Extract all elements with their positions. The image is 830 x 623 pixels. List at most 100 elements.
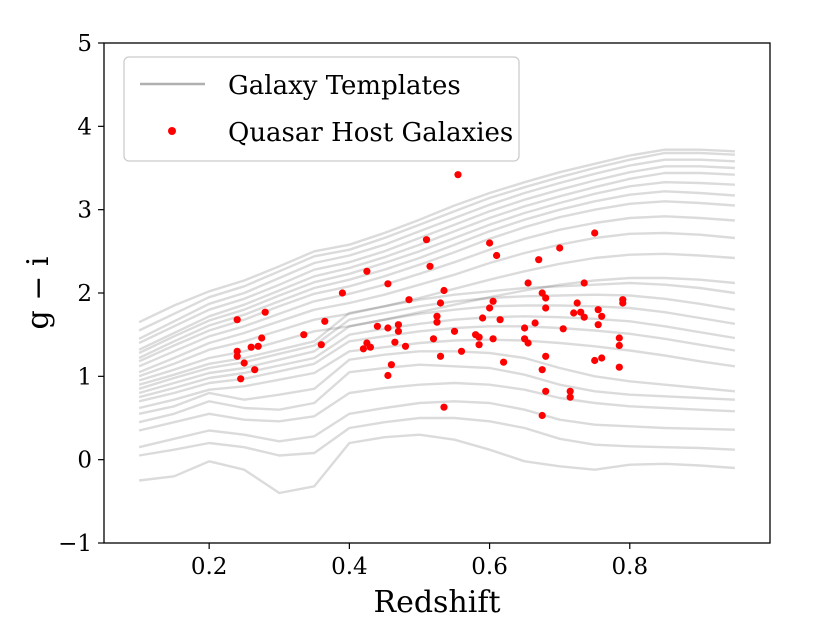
quasar-point-39	[454, 171, 462, 179]
quasar-point-36	[436, 352, 445, 360]
y-tick-label-7: 5	[77, 31, 92, 57]
quasar-point-70	[573, 299, 581, 307]
x-axis-label: Redshift	[373, 585, 500, 620]
y-tick-label-3: 1	[77, 364, 92, 390]
template-line-21	[138, 381, 735, 432]
quasar-point-72	[580, 313, 588, 321]
quasar-point-6	[247, 343, 255, 351]
legend-label-quasars: Quasar Host Galaxies	[228, 118, 513, 148]
quasar-point-44	[479, 314, 487, 322]
quasar-point-28	[405, 296, 413, 304]
quasar-point-63	[542, 387, 550, 395]
quasar-point-34	[440, 286, 448, 295]
quasar-point-76	[594, 321, 602, 329]
quasar-point-7	[251, 366, 259, 374]
template-line-10	[138, 231, 736, 374]
quasar-point-24	[391, 338, 399, 346]
template-line-24	[138, 433, 735, 495]
template-line-9	[138, 215, 735, 368]
quasar-point-45	[486, 239, 494, 247]
quasar-point-56	[531, 319, 539, 327]
quasar-point-14	[338, 289, 346, 297]
template-line-6	[138, 180, 735, 355]
legend-marker	[168, 127, 176, 135]
quasar-point-46	[486, 304, 494, 312]
quasar-point-16	[363, 267, 371, 275]
quasar-point-55	[524, 339, 532, 347]
quasar-point-61	[542, 304, 550, 312]
quasar-point-9	[258, 334, 266, 342]
quasar-point-33	[436, 299, 445, 307]
template-line-3	[138, 158, 735, 340]
quasar-point-13	[321, 317, 329, 325]
quasar-point-2	[233, 347, 241, 355]
template-line-15	[138, 304, 736, 395]
quasar-point-75	[594, 306, 602, 314]
quasar-point-77	[598, 312, 606, 320]
quasar-point-66	[559, 325, 567, 333]
quasar-point-26	[394, 327, 402, 335]
quasar-host-points	[233, 171, 627, 420]
template-line-5	[138, 171, 735, 351]
quasar-point-50	[496, 316, 504, 324]
quasar-point-22	[387, 361, 395, 369]
quasar-point-80	[615, 341, 623, 350]
y-axis-label: g − i	[21, 256, 56, 329]
template-line-2	[138, 151, 735, 332]
quasar-point-37	[440, 403, 448, 411]
legend: Galaxy Templates Quasar Host Galaxies	[123, 56, 520, 162]
quasar-point-31	[429, 335, 438, 343]
quasar-point-5	[240, 359, 248, 367]
quasar-point-73	[580, 279, 588, 287]
quasar-point-68	[566, 393, 574, 401]
quasar-point-11	[300, 331, 308, 339]
quasar-point-67	[566, 387, 574, 395]
x-tick-label-3: 0.6	[471, 554, 508, 580]
quasar-point-29	[422, 236, 431, 244]
quasar-point-62	[542, 352, 550, 360]
y-tick-label-5: 3	[77, 198, 92, 224]
x-tick-label-4: 0.8	[612, 554, 649, 580]
template-line-18	[138, 338, 736, 410]
template-line-1	[138, 148, 735, 324]
quasar-point-49	[489, 335, 497, 343]
template-line-23	[138, 416, 735, 457]
quasar-point-82	[615, 363, 623, 371]
quasar-point-18	[366, 343, 374, 351]
quasar-point-3	[233, 352, 241, 360]
quasar-point-19	[373, 322, 381, 330]
legend-label-templates: Galaxy Templates	[228, 71, 461, 101]
quasar-point-57	[535, 256, 543, 264]
quasar-point-20	[384, 280, 392, 288]
quasar-point-30	[426, 262, 434, 270]
quasar-point-8	[254, 342, 262, 350]
quasar-point-25	[394, 321, 402, 329]
quasar-point-23	[384, 371, 392, 380]
y-tick-label-1: −1	[58, 531, 92, 557]
template-line-4	[138, 165, 735, 345]
quasar-point-40	[457, 347, 466, 355]
x-tick-label-1: 0.2	[191, 554, 228, 580]
quasar-point-12	[317, 341, 325, 349]
quasar-point-81	[615, 334, 623, 342]
quasar-point-84	[619, 296, 627, 304]
y-tick-label-6: 4	[77, 114, 92, 140]
quasar-point-15	[359, 345, 367, 353]
quasar-point-78	[591, 356, 599, 365]
quasar-point-53	[524, 279, 532, 287]
quasar-point-79	[598, 354, 606, 362]
quasar-point-59	[538, 289, 546, 297]
quasar-point-4	[237, 375, 245, 383]
legend-box	[123, 56, 520, 162]
quasar-point-69	[570, 309, 578, 317]
quasar-point-71	[577, 308, 585, 316]
quasar-point-47	[489, 297, 497, 305]
quasar-point-10	[261, 308, 269, 316]
template-line-11	[138, 252, 735, 378]
y-tick-label-4: 2	[77, 281, 92, 307]
quasar-point-52	[521, 324, 529, 332]
quasar-point-65	[556, 244, 564, 252]
quasar-point-38	[450, 327, 459, 335]
quasar-point-43	[475, 333, 483, 341]
template-line-20	[138, 363, 735, 424]
